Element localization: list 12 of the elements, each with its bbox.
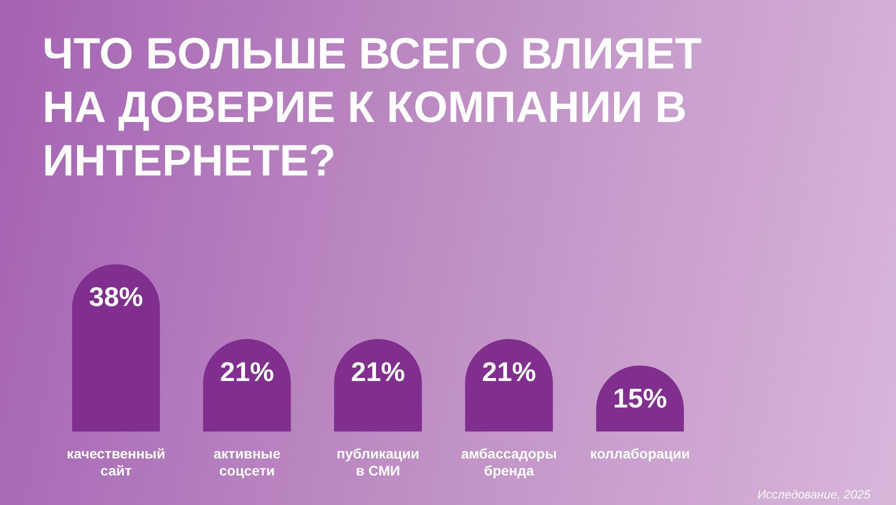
data-label: 21% xyxy=(220,357,274,388)
x-tick-label: коллаборации xyxy=(590,446,690,462)
data-label: 38% xyxy=(88,282,144,312)
data-label: 21% xyxy=(482,357,536,388)
data-label: 21% xyxy=(350,357,406,388)
x-tick-label: амбассадоры бренда xyxy=(461,446,557,478)
text: Исследование, 2025 xyxy=(757,488,871,502)
chart-title: ЧТО БОЛЬШЕ ВСЕГО ВЛИЯЕТ НА ДОВЕРИЕ К КОМПАНИИ В ИНТЕРНЕТЕ? xyxy=(42,30,702,186)
x-tick-label: качественный сайт xyxy=(66,446,166,478)
x-tick-label: публикации в СМИ xyxy=(336,446,420,478)
x-tick-label: активные соцсети xyxy=(213,446,281,478)
data-label: 15% xyxy=(612,383,668,414)
